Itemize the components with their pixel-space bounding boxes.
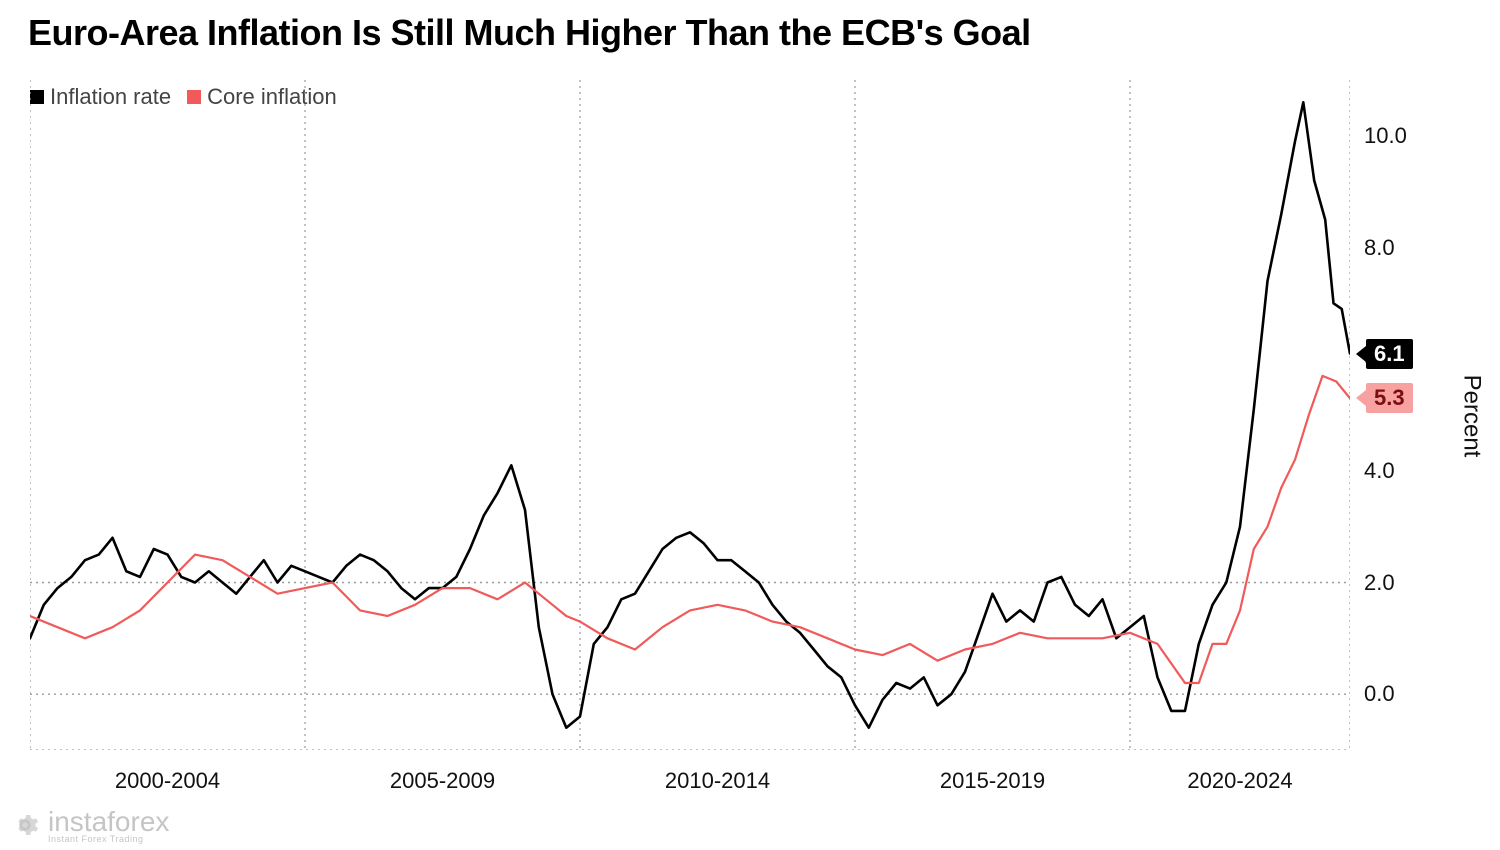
x-tick: 2005-2009 — [390, 768, 495, 794]
x-tick: 2015-2019 — [940, 768, 1045, 794]
chart-plot — [30, 80, 1350, 750]
watermark: instaforex Instant Forex Trading — [8, 806, 169, 844]
y-tick: 2.0 — [1364, 570, 1395, 596]
chart-title: Euro-Area Inflation Is Still Much Higher… — [28, 12, 1031, 54]
chart-stage: Euro-Area Inflation Is Still Much Higher… — [0, 0, 1500, 850]
y-tick: 8.0 — [1364, 235, 1395, 261]
x-tick: 2010-2014 — [665, 768, 770, 794]
end-label: 6.1 — [1366, 339, 1413, 369]
end-label: 5.3 — [1366, 383, 1413, 413]
y-axis-label: Percent — [1457, 374, 1485, 457]
x-tick: 2020-2024 — [1187, 768, 1292, 794]
y-tick: 0.0 — [1364, 681, 1395, 707]
y-tick: 4.0 — [1364, 458, 1395, 484]
x-tick: 2000-2004 — [115, 768, 220, 794]
gear-icon — [8, 808, 42, 842]
y-tick: 10.0 — [1364, 123, 1407, 149]
